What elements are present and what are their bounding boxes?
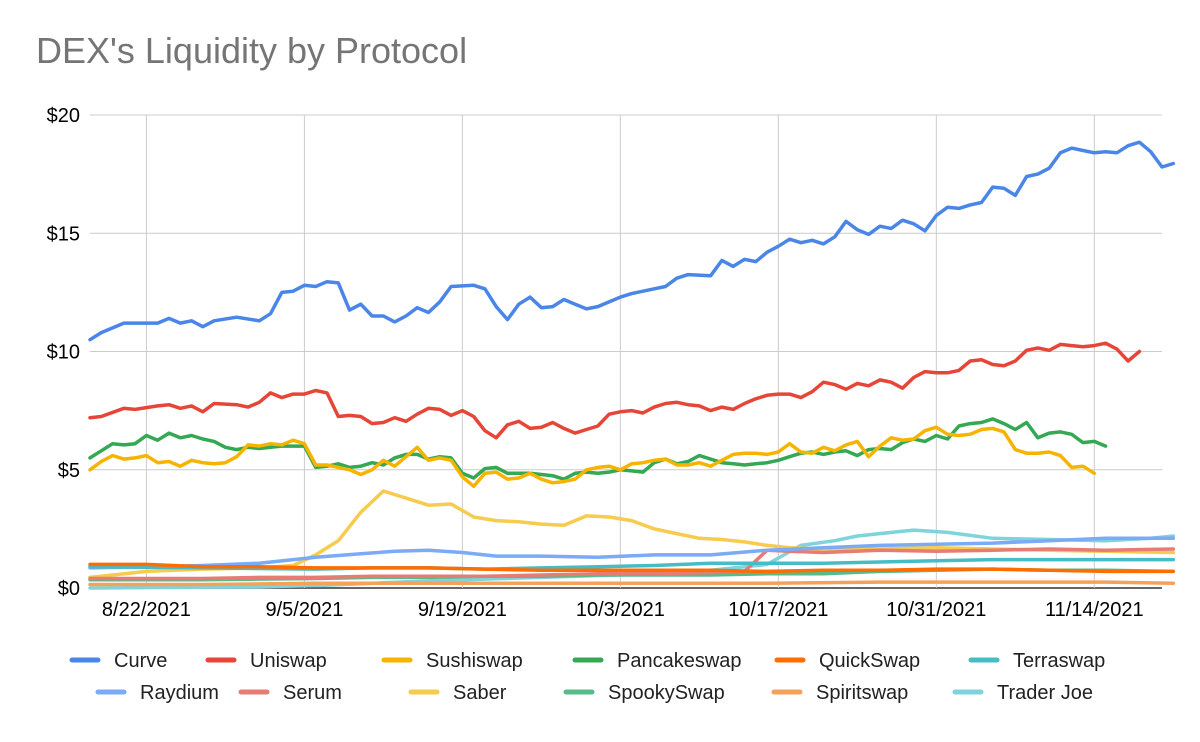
chart-title: DEX's Liquidity by Protocol [36, 30, 468, 71]
series-lines [88, 140, 1176, 590]
series-line-pancakeswap [88, 417, 1108, 481]
legend-label-spiritswap: Spiritswap [816, 682, 908, 704]
legend-label-raydium: Raydium [140, 682, 219, 704]
series-line-curve [88, 140, 1176, 342]
x-tick-label: 9/19/2021 [418, 599, 507, 621]
series-line-uniswap [88, 341, 1142, 440]
x-tick-label: 9/5/2021 [265, 599, 343, 621]
legend-label-sushiswap: Sushiswap [426, 650, 523, 672]
grid [90, 114, 1162, 589]
axes: $0 $5 $10 $15 $20 8/22/2021 9/5/2021 9/19/2021 1… [47, 105, 1144, 621]
y-tick-label: $5 [58, 460, 80, 482]
legend-label-saber: Saber [453, 682, 507, 704]
series-line-spiritswap [88, 580, 1176, 587]
x-tick-label: 11/14/2021 [1045, 599, 1144, 621]
legend-label-terraswap: Terraswap [1013, 650, 1105, 672]
series-line-raydium [88, 536, 1176, 570]
legend-label-serum: Serum [283, 682, 342, 704]
legend-label-trader-joe: Trader Joe [997, 682, 1093, 704]
legend-label-curve: Curve [114, 650, 167, 672]
x-tick-label: 10/3/2021 [576, 599, 665, 621]
x-tick-label: 8/22/2021 [102, 599, 191, 621]
series-line-serum [88, 547, 1176, 581]
legend-label-pancakeswap: Pancakeswap [617, 650, 742, 672]
series-line-quickswap [88, 562, 1176, 574]
series-line-sushiswap [88, 425, 1097, 489]
y-tick-label: $20 [47, 105, 80, 127]
y-tick-label: $10 [47, 342, 80, 364]
y-tick-label: $15 [47, 223, 80, 245]
x-tick-label: 10/17/2021 [728, 599, 828, 621]
series-line-saber [88, 489, 1176, 580]
y-tick-label: $0 [58, 578, 80, 600]
legend: Curve Uniswap Sushiswap Pancakeswap QuickSwa… [69, 650, 1105, 704]
legend-label-quickswap: QuickSwap [819, 650, 920, 672]
legend-label-spookyswap: SpookySwap [608, 682, 725, 704]
legend-label-uniswap: Uniswap [250, 650, 327, 672]
x-tick-label: 10/31/2021 [886, 599, 986, 621]
